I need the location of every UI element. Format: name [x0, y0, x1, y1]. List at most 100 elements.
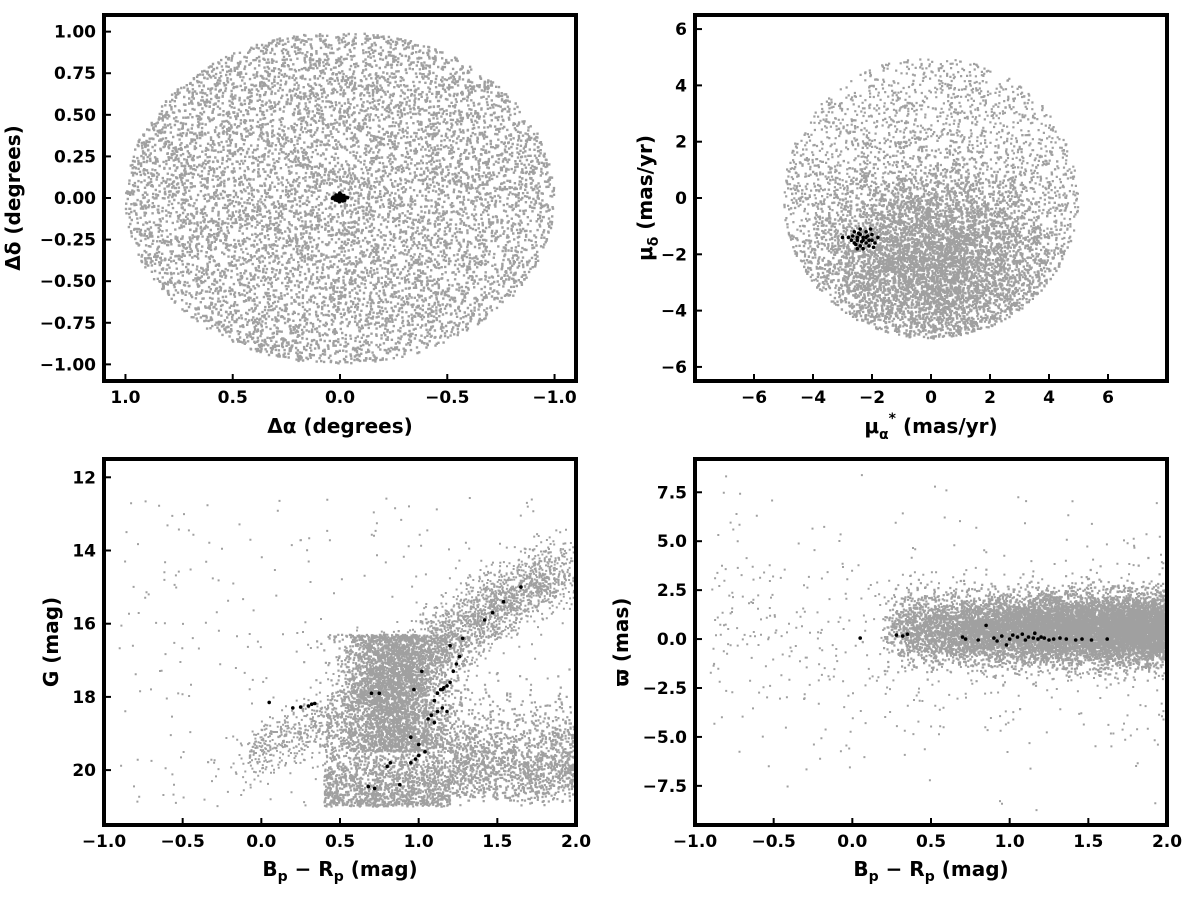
parallax-member-point [1039, 635, 1043, 639]
cmd-y-tick-label: 14 [72, 542, 96, 562]
pm-y-tick-label: 2 [675, 133, 687, 153]
cmd-member-point [501, 599, 506, 604]
sky-y-tick-label: 0.00 [54, 189, 96, 209]
pm-member-point [851, 234, 855, 238]
pm-x-tick-label: 2 [984, 388, 996, 408]
pm-y-tick-label: −4 [661, 302, 687, 322]
parallax-member-point [1047, 638, 1051, 642]
parallax-member-point [1036, 637, 1040, 641]
parallax-field-stars [709, 474, 1167, 812]
cmd-member-point [366, 784, 371, 789]
cmd-member-point [519, 585, 523, 589]
pm-member-point [856, 231, 861, 235]
cmd-member-point [313, 701, 317, 706]
sky-member-point [341, 196, 345, 201]
parallax-y-tick-label: −2.5 [643, 679, 687, 699]
cmd-member-point [291, 706, 295, 710]
parallax-member-point [1033, 631, 1037, 635]
pm-y-axis-label: μδ (mas/yr) [633, 135, 662, 261]
parallax-x-tick-label: −1.0 [673, 832, 718, 852]
cmd-y-tick-label: 18 [72, 688, 96, 708]
sky-member-point [337, 199, 342, 204]
pm-member-point [864, 230, 868, 234]
pm-x-tick-label: −6 [741, 388, 767, 408]
parallax-x-tick-label: 0.5 [916, 832, 946, 852]
parallax-y-tick-label: 5.0 [657, 532, 687, 552]
parallax-member-point [984, 623, 988, 628]
parallax-panel: −1.0 −0.5 0.0 0.5 1.0 1.5 2.0 7.5 5.0 2.5 0.0 −2.5 −… [609, 457, 1182, 885]
cmd-member-point [398, 782, 402, 787]
sky-y-tick-label: −0.75 [40, 314, 96, 334]
cmd-x-tick-label: 0.0 [246, 832, 276, 852]
parallax-member-point [1105, 637, 1109, 641]
pm-member-point [854, 242, 858, 247]
cmd-member-point [454, 662, 459, 666]
cmd-member-point [409, 735, 413, 739]
parallax-y-tick-label: 7.5 [657, 483, 687, 503]
cmd-member-point [377, 691, 382, 695]
parallax-member-point [1011, 633, 1015, 637]
pm-member-point [859, 239, 864, 244]
cmd-member-point [445, 684, 449, 688]
sky-y-tick-label: −1.00 [40, 355, 96, 375]
parallax-member-point [900, 634, 905, 638]
cmd-x-tick-label: −0.5 [160, 832, 204, 852]
parallax-y-axis-label: ϖ (mas) [609, 598, 633, 687]
parallax-member-point [1058, 636, 1062, 640]
cmd-member-point [267, 700, 272, 705]
parallax-member-point [1000, 634, 1004, 638]
sky-member-point [338, 194, 343, 198]
pm-member-point [858, 244, 862, 248]
pm-y-tick-label: 6 [675, 20, 687, 40]
sky-y-tick-label: −0.25 [40, 231, 96, 251]
cmd-member-point [412, 687, 416, 692]
sky-x-tick-label: 0.5 [218, 388, 248, 408]
cmd-member-point [429, 713, 434, 717]
parallax-x-tick-label: 1.0 [995, 832, 1025, 852]
pm-member-point [861, 246, 865, 251]
cmd-member-point [388, 761, 393, 765]
parallax-member-point [1042, 636, 1047, 640]
cmd-x-tick-label: 2.0 [561, 832, 591, 852]
pm-x-axis-label: μα* (mas/yr) [864, 411, 997, 443]
pm-member-point [846, 235, 851, 240]
parallax-member-point [992, 636, 996, 640]
sky-y-tick-label: 1.00 [54, 23, 96, 43]
cmd-x-tick-label: 1.0 [404, 832, 434, 852]
parallax-member-point [1020, 632, 1025, 636]
sky-y-tick-label: −0.50 [40, 272, 96, 292]
sky-member-point [345, 195, 350, 200]
pm-x-tick-label: −2 [859, 388, 885, 408]
cmd-member-point [440, 687, 445, 692]
pm-y-tick-label: −6 [661, 358, 687, 378]
parallax-member-point [905, 632, 910, 636]
cmd-member-point [460, 636, 465, 641]
sky-x-tick-label: −1.0 [532, 388, 577, 408]
parallax-member-point [1007, 637, 1012, 641]
pm-member-point [855, 235, 860, 240]
parallax-x-tick-label: 2.0 [1152, 832, 1182, 852]
cmd-x-axis-label: Bp − Rp (mag) [262, 857, 417, 885]
parallax-member-point [1064, 637, 1069, 641]
cmd-member-point [423, 750, 427, 754]
sky-y-tick-label: 0.50 [54, 106, 96, 126]
cmd-member-point [416, 742, 421, 747]
cmd-member-point [409, 761, 413, 765]
sky-member-point [330, 196, 335, 201]
sky-x-tick-label: −0.5 [425, 388, 469, 408]
cmd-member-point [435, 691, 440, 695]
pm-member-point [840, 235, 845, 240]
pm-field-stars [783, 58, 1080, 340]
parallax-member-point [1015, 635, 1020, 639]
cmd-y-tick-label: 12 [72, 468, 96, 488]
color-magnitude-panel: −1.0 −0.5 0.0 0.5 1.0 1.5 2.0 20 18 16 14 12 Bp − R… [39, 457, 591, 885]
cmd-member-point [440, 706, 445, 710]
cmd-x-tick-label: −1.0 [82, 832, 127, 852]
sky-position-panel: 1.0 0.5 0.0 −0.5 −1.0 1.00 0.75 0.50 0.25 0.00 −0.… [1, 13, 578, 438]
sky-y-tick-label: 0.75 [54, 64, 96, 84]
parallax-member-point [1051, 637, 1056, 641]
parallax-member-point [894, 633, 899, 637]
parallax-member-point [858, 636, 862, 640]
pm-member-point [864, 241, 868, 245]
cmd-member-point [432, 698, 437, 703]
